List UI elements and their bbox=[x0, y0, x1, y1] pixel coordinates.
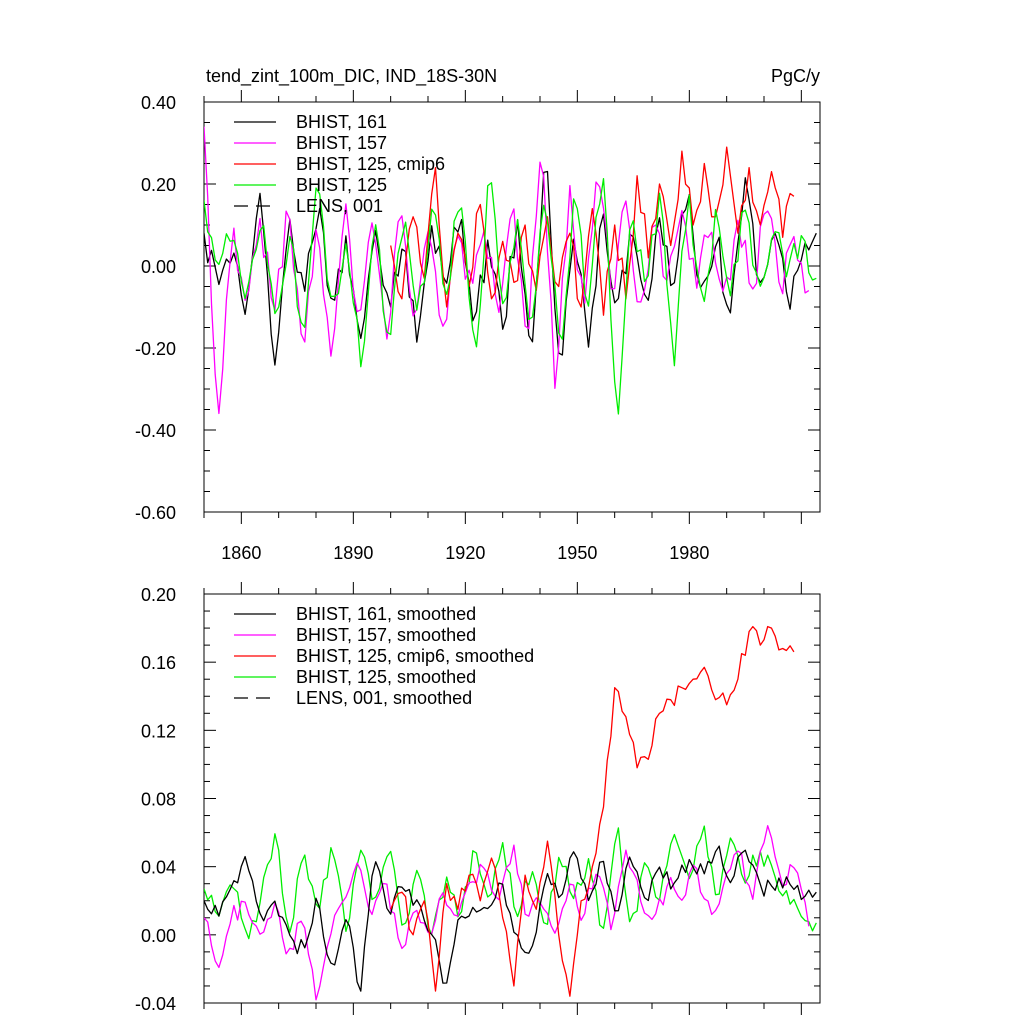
y-tick-label: 0.20 bbox=[141, 175, 176, 195]
y-tick-label: 0.40 bbox=[141, 93, 176, 113]
y-tick-label: 0.00 bbox=[141, 257, 176, 277]
y-tick-label: 0.00 bbox=[141, 926, 176, 946]
y-tick-label: -0.20 bbox=[135, 339, 176, 359]
chart-panel-1: tend_zint_100m_DIC, IND_18S-30N PgC/y 0.40… bbox=[135, 66, 821, 563]
y-tick-label: -0.60 bbox=[135, 503, 176, 523]
series-line-bhist-125-smoothed bbox=[204, 825, 817, 940]
x-tick-label: 1980 bbox=[669, 543, 709, 563]
chart-panel-2: 0.20 0.16 0.12 0.08 0.04 0.00 -0.04 BHIST, 161,… bbox=[135, 582, 821, 1015]
y-tick-label: -0.40 bbox=[135, 421, 176, 441]
x-tick-label: 1920 bbox=[445, 543, 485, 563]
series-line-bhist-125-cmip6-smoothed bbox=[390, 625, 795, 997]
legend-label: BHIST, 157 bbox=[296, 133, 387, 153]
legend-label: BHIST, 161, smoothed bbox=[296, 604, 476, 624]
y-tick-label: 0.16 bbox=[141, 653, 176, 673]
legend-label: BHIST, 157, smoothed bbox=[296, 625, 476, 645]
y-tick-label: 0.12 bbox=[141, 721, 176, 741]
legend-label: BHIST, 125 bbox=[296, 175, 387, 195]
x-tick-label: 1950 bbox=[557, 543, 597, 563]
y-tick-label: 0.20 bbox=[141, 585, 176, 605]
y-tick-label: 0.08 bbox=[141, 790, 176, 810]
series-line-bhist-157 bbox=[204, 126, 810, 415]
y-tick-label: 0.04 bbox=[141, 858, 176, 878]
legend-label: LENS, 001 bbox=[296, 196, 383, 216]
chart-title: tend_zint_100m_DIC, IND_18S-30N bbox=[206, 66, 497, 87]
units-label: PgC/y bbox=[771, 66, 820, 86]
legend-label: BHIST, 125, smoothed bbox=[296, 667, 476, 687]
y-tick-label: -0.04 bbox=[135, 994, 176, 1014]
x-tick-label: 1860 bbox=[221, 543, 261, 563]
legend-label: BHIST, 125, cmip6, smoothed bbox=[296, 646, 534, 666]
legend-label: BHIST, 161 bbox=[296, 112, 387, 132]
series-line-bhist-125-cmip6 bbox=[390, 146, 795, 316]
x-tick-label: 1890 bbox=[333, 543, 373, 563]
series-line-bhist-157-smoothed bbox=[204, 825, 810, 1001]
series-line-bhist-125 bbox=[204, 177, 817, 415]
series-line-bhist-161-smoothed bbox=[204, 845, 817, 992]
legend-label: LENS, 001, smoothed bbox=[296, 688, 472, 708]
legend-label: BHIST, 125, cmip6 bbox=[296, 154, 445, 174]
